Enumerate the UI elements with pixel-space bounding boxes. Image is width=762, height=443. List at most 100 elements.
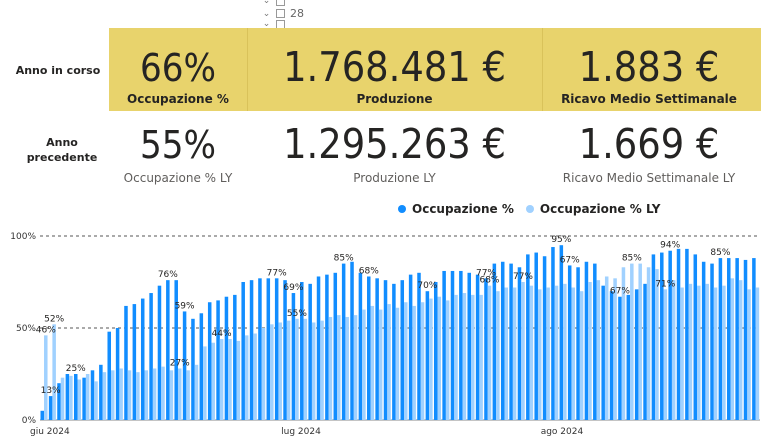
bar-occupancy (266, 278, 271, 420)
bar-occupancy-ly (604, 276, 609, 420)
x-tick-label: ago 2024 (541, 427, 584, 437)
bar-occupancy (618, 296, 622, 420)
bar-occupancy (752, 258, 756, 420)
bar-occupancy (718, 258, 723, 420)
bar-occupancy-ly (236, 340, 241, 420)
bar-occupancy-ly (194, 364, 199, 420)
kpi-occupancy-caption: Occupazione % (127, 92, 229, 106)
bar-occupancy-ly (420, 302, 425, 420)
bar-occupancy-ly (387, 304, 391, 420)
chevron-icon[interactable]: ⌄ (262, 0, 271, 6)
bar-occupancy-ly (755, 287, 760, 420)
chevron-icon[interactable]: ⌄ (262, 19, 271, 29)
checkbox[interactable] (276, 9, 285, 18)
bar-occupancy (459, 270, 463, 420)
bar-occupancy-ly (713, 287, 718, 420)
bar-occupancy-ly (253, 333, 257, 420)
bar-occupancy (65, 374, 70, 420)
bar-occupancy (166, 280, 170, 420)
bar-occupancy (559, 245, 564, 420)
bar-occupancy-ly (85, 374, 90, 420)
bar-occupancy-ly (487, 285, 492, 420)
bar-occupancy (358, 272, 363, 420)
slicer-item[interactable]: ⌄ 28 (262, 7, 304, 20)
bar-occupancy-ly (479, 294, 483, 420)
bar-occupancy-ly (705, 283, 709, 420)
data-label: 68% (359, 266, 379, 276)
legend-dot-current (398, 205, 406, 213)
bar-occupancy (99, 364, 103, 420)
bar-occupancy (224, 296, 229, 420)
bar-occupancy (207, 302, 212, 420)
bar-occupancy-ly (554, 285, 559, 420)
bar-occupancy (484, 278, 488, 420)
bar-occupancy-ly (512, 287, 517, 420)
bar-occupancy-ly (429, 298, 433, 420)
bar-occupancy-ly (445, 300, 450, 420)
bar-occupancy (241, 282, 245, 420)
bar-occupancy-ly (638, 263, 642, 420)
kpi-production-value: 1.768.481 € (283, 43, 506, 91)
bar-occupancy (551, 247, 555, 420)
bar-occupancy (634, 289, 639, 420)
data-label: 67% (610, 287, 630, 297)
bar-occupancy-ly (370, 305, 375, 420)
row-label-current: Anno in corso (15, 64, 101, 77)
bar-occupancy (425, 291, 430, 420)
bar-occupancy (115, 328, 120, 420)
bar-occupancy (40, 410, 45, 420)
bar-occupancy-ly (688, 283, 693, 420)
bar-occupancy-ly (303, 318, 308, 420)
bar-occupancy (626, 294, 631, 420)
bar-occupancy-ly (228, 339, 232, 420)
bar-occupancy (701, 261, 706, 420)
bar-occupancy (132, 304, 137, 420)
bar-occupancy (433, 282, 438, 420)
row-label-previous: Anno precedente (26, 136, 98, 164)
bar-occupancy (199, 313, 204, 420)
bar-occupancy-ly (680, 287, 684, 420)
bar-occupancy-ly (563, 283, 567, 420)
bar-occupancy-ly (286, 320, 291, 420)
bar-occupancy (450, 270, 455, 420)
kpi-occupancy-value: 66% (140, 46, 216, 90)
bar-occupancy (542, 256, 547, 420)
bar-occupancy-ly (395, 307, 400, 420)
bar-occupancy-ly (588, 282, 592, 420)
kpi-avg-revenue-caption: Ricavo Medio Settimanale (561, 92, 737, 106)
bar-occupancy-ly (345, 316, 349, 420)
bar-occupancy-ly (44, 335, 48, 420)
data-label: 13% (41, 386, 61, 396)
bar-occupancy-ly (579, 291, 584, 420)
bar-occupancy (417, 272, 421, 420)
bar-occupancy (651, 254, 656, 420)
legend-label-ly[interactable]: Occupazione % LY (539, 202, 661, 216)
bar-occupancy (350, 261, 354, 420)
bar-occupancy-ly (470, 294, 475, 420)
bar-occupancy-ly (537, 289, 542, 420)
kpi-avg-revenue-value: 1.883 € (578, 43, 720, 91)
kpi-avg-revenue-ly-value: 1.669 € (578, 120, 720, 168)
chevron-down-icon[interactable]: ⌄ (262, 8, 271, 19)
legend-label-current[interactable]: Occupazione % (412, 202, 514, 216)
data-label: 46% (36, 325, 56, 335)
bar-occupancy (693, 254, 698, 420)
bar-occupancy (291, 293, 296, 420)
bar-occupancy (500, 261, 505, 420)
bar-occupancy-ly (353, 315, 358, 420)
data-label: 70% (417, 281, 437, 291)
data-label: 76% (158, 270, 178, 280)
bar-occupancy-ly (161, 366, 165, 420)
bar-occupancy-ly (671, 280, 676, 420)
bar-occupancy (216, 300, 220, 420)
bar-occupancy-ly (362, 309, 366, 420)
checkbox[interactable] (276, 0, 285, 6)
band-separator (247, 28, 248, 111)
bar-occupancy (375, 278, 379, 420)
bar-occupancy (140, 298, 145, 420)
bar-occupancy (526, 254, 530, 420)
bar-occupancy-ly (203, 346, 207, 420)
data-label: 55% (287, 309, 307, 319)
bar-occupancy (325, 274, 329, 420)
data-label: 27% (170, 358, 190, 368)
